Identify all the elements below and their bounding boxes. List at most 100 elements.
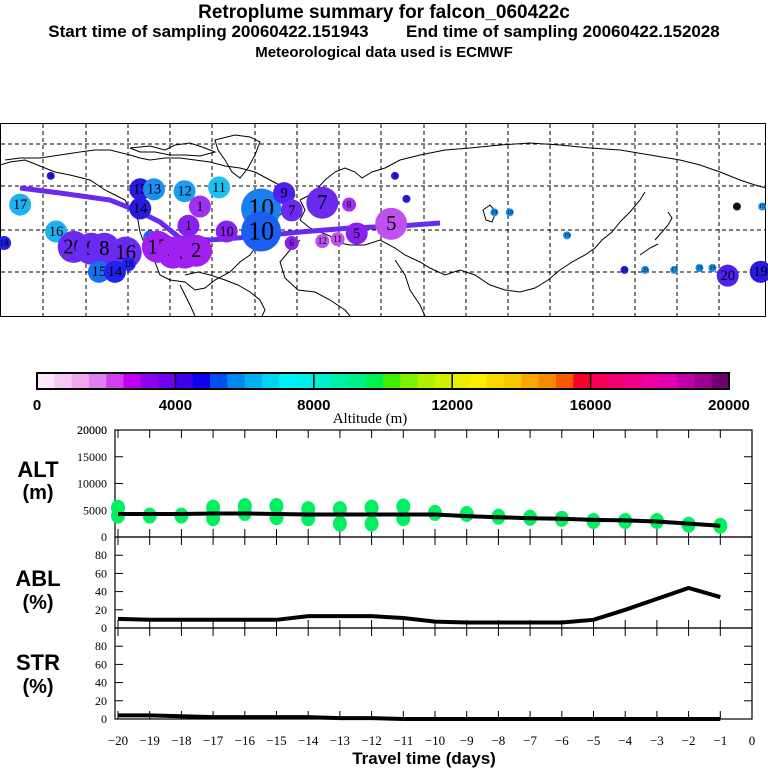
plume-cluster-label: 19 — [709, 266, 715, 272]
plume-cluster-label: 5 — [353, 226, 360, 242]
plume-cluster-label: 16 — [49, 224, 63, 240]
abl-panel-label: ABL — [15, 566, 60, 591]
colorbar-cell — [486, 373, 505, 389]
colorbar-cell — [504, 373, 522, 389]
plume-cluster-blob — [0, 236, 12, 251]
altitude-scatter-point — [237, 497, 252, 514]
plume-cluster-blob — [708, 264, 717, 272]
colorbar-cell — [659, 373, 678, 389]
plume-clusters: 1716182098161514181513141211121543211101… — [0, 171, 768, 287]
colorbar-cell — [434, 373, 453, 389]
alt-panel-unit: (m) — [22, 482, 53, 504]
colorbar-cell — [625, 373, 643, 389]
colorbar-cell — [71, 373, 90, 389]
plume-cluster-label: 19 — [564, 233, 570, 239]
x-tick-label: −20 — [108, 733, 128, 748]
colorbar-cell — [279, 373, 297, 389]
y-tick-label: 0 — [101, 621, 107, 635]
colorbar-cell — [383, 373, 401, 389]
colorbar-cell — [417, 373, 436, 389]
colorbar-cells — [37, 373, 730, 389]
colorbar-cell — [331, 373, 349, 389]
plume-cluster-label: 6 — [289, 238, 294, 248]
colorbar-tick-label: 4000 — [159, 397, 192, 414]
x-tick-label: −1 — [713, 733, 727, 748]
colorbar-title: Altitude (m) — [333, 411, 408, 427]
series-line-alt — [118, 511, 721, 528]
y-tick-label: 20 — [95, 694, 107, 708]
altitude-scatter-point — [111, 499, 125, 516]
coastlines — [0, 134, 767, 317]
world-map: 1716182098161514181513141211121543211101… — [0, 123, 768, 317]
plume-cluster-label: 17 — [671, 268, 677, 274]
plume-cluster-label: 17 — [13, 197, 27, 213]
plume-cluster-label: 10 — [220, 224, 234, 240]
colorbar-tick-label: 12000 — [431, 397, 473, 414]
x-tick-label: −15 — [266, 733, 286, 748]
plume-cluster-blob — [215, 220, 238, 243]
series-line-str — [118, 713, 721, 721]
colorbar-cell — [400, 373, 419, 389]
x-tick-label: −7 — [523, 733, 537, 748]
plume-cluster-blob — [280, 199, 303, 222]
panel-str: 0 20 40 60 80 — [95, 627, 753, 726]
x-tick-label: −14 — [298, 733, 319, 748]
plume-cluster-blob — [241, 211, 282, 252]
x-axis-title: Travel time (days) — [352, 749, 496, 768]
y-tick-label: 0 — [101, 712, 107, 726]
plume-cluster-blob — [749, 260, 768, 283]
plume-cluster-blob — [103, 260, 126, 283]
plume-cluster-blob — [121, 257, 136, 272]
plume-cluster-label: 7 — [288, 203, 295, 219]
plume-cluster-label: 9 — [280, 186, 287, 202]
plume-cluster-label: 19 — [491, 210, 497, 216]
plume-cluster-blob — [208, 176, 231, 199]
plume-cluster-blob — [173, 180, 196, 203]
plume-cluster-label: 12 — [177, 184, 191, 200]
colorbar-cell — [694, 373, 713, 389]
colorbar-cell — [521, 373, 540, 389]
plume-cluster-blob — [670, 265, 679, 274]
plume-cluster-label: 15 — [92, 264, 106, 280]
plume-cluster-label: 5 — [386, 212, 396, 235]
met-data-label: Meteorological data used is ECMWF — [255, 44, 513, 61]
plume-cluster-label: 11 — [333, 234, 342, 244]
end-time-label: End time of sampling 20060422.152028 — [406, 22, 720, 41]
y-tick-label: 20 — [95, 603, 107, 617]
plume-cluster-label: 10 — [248, 217, 274, 246]
plume-cluster-label: 13 — [147, 182, 161, 198]
plot-title: Retroplume summary for falcon_060422c — [198, 2, 570, 23]
y-tick-label: 10000 — [77, 477, 107, 491]
time-series-panels: 0500010000150002000020000020406080020406… — [77, 423, 753, 726]
plume-cluster-blob — [143, 178, 165, 201]
colorbar-cell — [261, 373, 280, 389]
colorbar-cell — [590, 373, 609, 389]
colorbar-cell — [296, 373, 315, 389]
plume-cluster-label: 14 — [133, 201, 147, 217]
plume-cluster-label: 19 — [753, 264, 767, 280]
x-tick-label: −6 — [555, 733, 569, 748]
plume-cluster-blob — [188, 195, 211, 218]
colorbar-frame — [36, 372, 730, 390]
plume-cluster-blob — [620, 265, 629, 274]
x-tick-label: −17 — [203, 733, 224, 748]
colorbar-cell — [140, 373, 159, 389]
x-tick-label: −5 — [587, 733, 601, 748]
colorbar-cell — [37, 373, 55, 389]
altitude-colorbar: 0 4000 8000 12000 16000 20000 Altitude (m) — [33, 372, 750, 427]
y-tick-label: 80 — [95, 548, 107, 562]
x-tick-label: −2 — [682, 733, 696, 748]
plume-cluster-blob — [695, 264, 704, 272]
coast-caspian — [482, 204, 497, 223]
colorbar-cell — [227, 373, 246, 389]
str-panel-label: STR — [16, 650, 60, 675]
colorbar-cell — [54, 373, 73, 389]
plume-cluster-blob — [402, 194, 411, 203]
plume-cluster-blob — [490, 208, 499, 217]
plume-cluster-blob — [180, 234, 213, 267]
plume-cluster-label: 18 — [0, 238, 9, 248]
colorbar-tick-label: 16000 — [570, 397, 612, 414]
colorbar-cell — [677, 373, 695, 389]
colorbar-cell — [210, 373, 228, 389]
y-tick-label: 40 — [95, 676, 107, 690]
